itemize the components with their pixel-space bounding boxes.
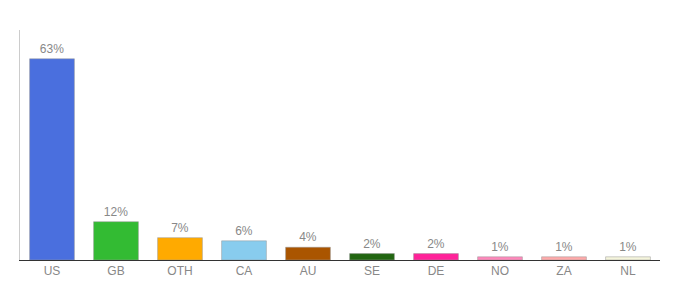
svg-text:DE: DE	[428, 264, 445, 278]
svg-text:63%: 63%	[40, 42, 64, 56]
svg-text:4%: 4%	[299, 230, 317, 244]
svg-text:1%: 1%	[491, 240, 509, 254]
svg-text:OTH: OTH	[167, 264, 192, 278]
svg-text:7%: 7%	[171, 221, 189, 235]
svg-text:2%: 2%	[427, 237, 445, 251]
svg-text:CA: CA	[236, 264, 253, 278]
svg-text:1%: 1%	[555, 240, 573, 254]
svg-text:US: US	[44, 264, 61, 278]
svg-text:GB: GB	[107, 264, 124, 278]
svg-text:12%: 12%	[104, 205, 128, 219]
svg-text:ZA: ZA	[556, 264, 571, 278]
svg-text:NO: NO	[491, 264, 509, 278]
svg-text:6%: 6%	[235, 224, 253, 238]
svg-text:2%: 2%	[363, 237, 381, 251]
svg-text:1%: 1%	[619, 240, 637, 254]
svg-text:NL: NL	[620, 264, 636, 278]
svg-text:AU: AU	[300, 264, 317, 278]
svg-text:SE: SE	[364, 264, 380, 278]
